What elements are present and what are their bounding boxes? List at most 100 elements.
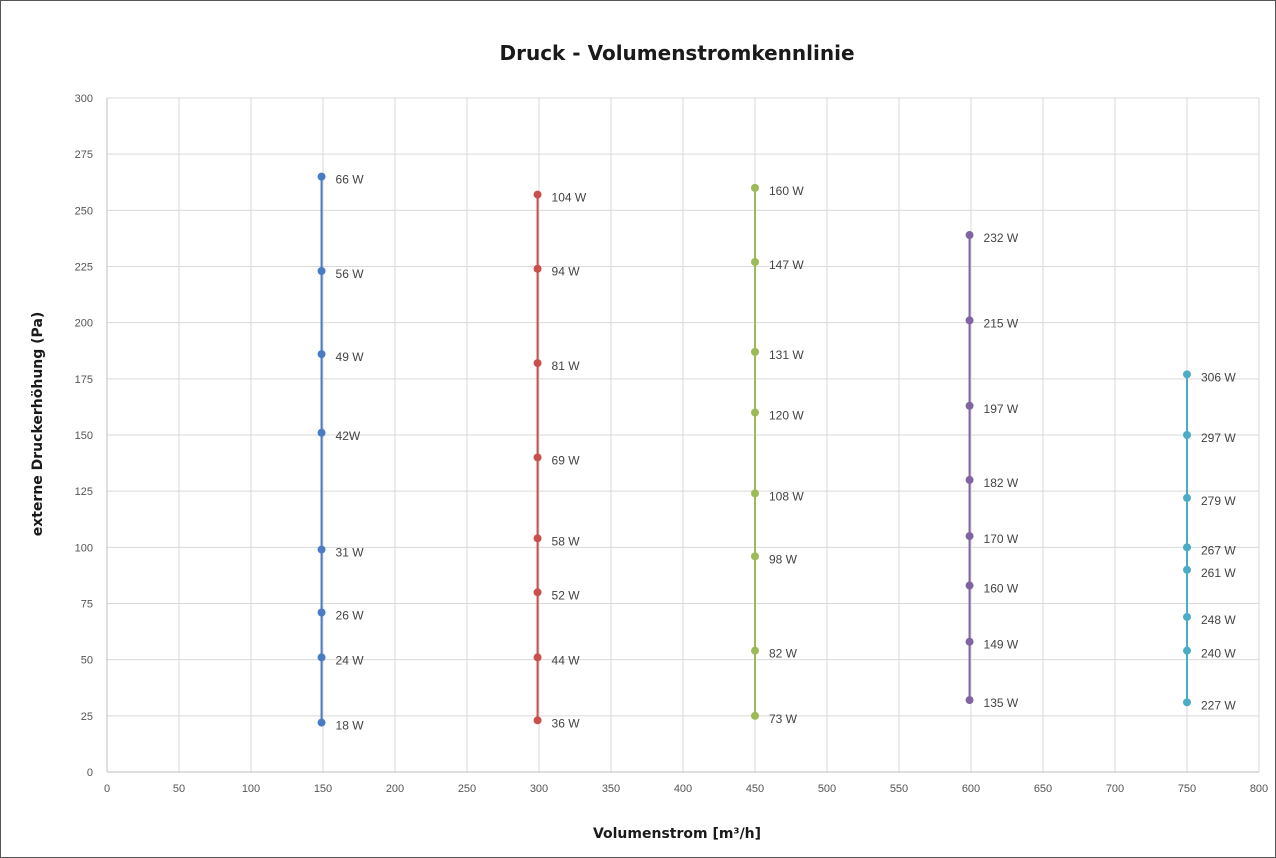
x-tick-label: 100 [242,783,260,795]
y-tick-label: 225 [75,262,93,274]
x-tick-label: 350 [602,783,620,795]
data-label: 82 W [769,647,798,661]
data-point [751,711,759,720]
data-point [751,183,759,192]
data-label: 31 W [336,546,365,560]
data-point [533,716,542,725]
data-label: 108 W [769,489,804,503]
data-point [751,258,759,267]
x-tick-label: 600 [962,783,980,795]
data-label: 98 W [769,552,798,566]
y-tick-label: 125 [75,486,93,498]
data-label: 135 W [984,696,1019,710]
y-tick-label: 275 [75,149,93,161]
y-tick-label: 75 [81,599,93,611]
series-1: 66 W 56 W 49 W 42W 31 W 26 W 24 W 18 W [317,172,365,733]
data-point [1183,698,1191,707]
data-label: 267 W [1201,543,1236,557]
data-point [317,350,326,359]
data-label: 58 W [552,534,581,548]
data-point [317,172,326,181]
data-point [533,264,542,273]
x-tick-label: 750 [1178,783,1196,795]
data-point [317,428,326,437]
data-label: 149 W [984,638,1019,652]
data-label: 94 W [552,265,581,279]
data-label: 73 W [769,712,798,726]
y-tick-label: 0 [87,767,93,779]
data-point [1183,543,1191,552]
y-tick-label: 50 [81,655,93,667]
data-point [965,316,974,325]
y-axis-title: externe Druckerhöhung (Pa) [30,312,46,537]
data-point [1183,646,1191,655]
data-point [751,646,759,655]
data-label: 24 W [336,653,365,667]
data-label: 49 W [336,350,365,364]
data-point [965,231,974,240]
data-point [533,653,542,662]
data-label: 36 W [552,716,581,730]
series-3: 160 W 147 W 131 W 120 W 108 W 98 W 82 W 73 W [751,183,804,726]
y-tick-label: 300 [75,93,93,105]
data-label: 240 W [1201,647,1236,661]
data-label: 147 W [769,258,804,272]
y-tick-label: 250 [75,205,93,217]
data-point [751,347,759,356]
data-point [965,637,974,646]
data-point [1183,370,1191,379]
x-axis-title: Volumenstrom [m³/h] [593,826,761,842]
x-tick-label: 700 [1106,783,1124,795]
data-point [317,608,326,617]
series-4: 232 W 215 W 197 W 182 W 170 W 160 W 149 W 135 W [965,231,1019,710]
y-tick-label: 25 [81,711,93,723]
data-label: 66 W [336,173,365,187]
data-label: 197 W [984,402,1019,416]
series-2: 104 W 94 W 81 W 69 W 58 W 52 W 44 W 36 W [533,190,587,730]
data-label: 56 W [336,267,365,281]
data-label: 215 W [984,316,1019,330]
data-label: 52 W [552,588,581,602]
y-tick-label: 200 [75,318,93,330]
data-label: 170 W [984,532,1019,546]
series-5: 306 W 297 W 279 W 267 W 261 W 248 W 240 W 227 W [1183,370,1236,712]
x-tick-label: 500 [818,783,836,795]
data-point [317,653,326,662]
data-point [533,588,542,597]
data-label: 26 W [336,608,365,622]
data-point [1183,565,1191,574]
data-point [317,266,326,275]
data-point [533,359,542,368]
data-label: 227 W [1201,698,1236,712]
data-label: 160 W [769,184,804,198]
x-tick-label: 50 [173,783,185,795]
x-tick-label: 0 [104,783,110,795]
data-point [1183,612,1191,621]
data-label: 261 W [1201,566,1236,580]
data-label: 279 W [1201,494,1236,508]
data-point [317,718,326,727]
data-label: 120 W [769,409,804,423]
data-point [533,534,542,543]
data-label: 44 W [552,653,581,667]
y-tick-label: 100 [75,542,93,554]
tick-labels: 0 50 100 150 200 250 300 350 400 450 500 550 600 650 7… [75,93,1269,795]
data-label: 297 W [1201,431,1236,445]
series-layer: 66 W 56 W 49 W 42W 31 W 26 W 24 W 18 W 104 W 94 W… [317,172,1236,733]
data-point [1183,493,1191,502]
data-label: 232 W [984,231,1019,245]
data-point [965,401,974,410]
x-tick-label: 550 [890,783,908,795]
axes [106,98,1259,773]
x-tick-label: 800 [1250,783,1268,795]
data-label: 81 W [552,359,581,373]
y-tick-label: 175 [75,374,93,386]
data-point [317,545,326,554]
data-label: 42W [336,429,361,443]
data-label: 306 W [1201,370,1236,384]
data-point [1183,431,1191,439]
data-point [533,190,542,199]
data-label: 182 W [984,476,1019,490]
